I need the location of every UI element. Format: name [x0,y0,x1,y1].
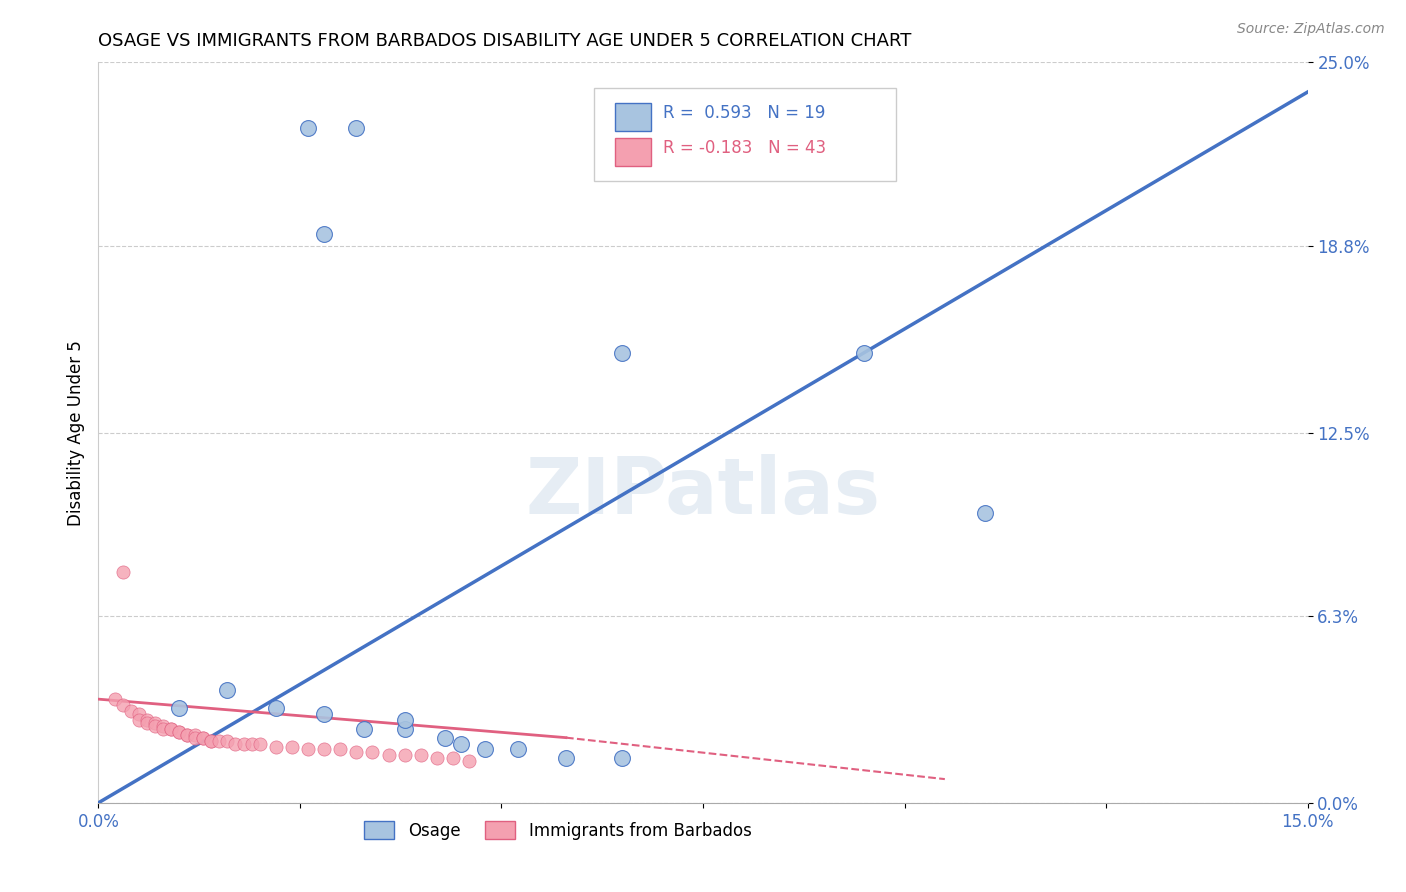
Point [103,692,125,706]
Point [111,565,134,579]
Point [474,742,496,756]
Point [193,731,215,745]
Point [240,737,263,751]
Point [344,746,367,760]
Y-axis label: Disability Age Under 5: Disability Age Under 5 [66,340,84,525]
Point [217,683,239,698]
Point [249,737,271,751]
Text: R =  0.593   N = 19: R = 0.593 N = 19 [664,103,825,122]
Point [281,739,304,754]
Point [232,737,254,751]
Point [200,733,222,747]
Point [314,706,336,721]
Point [450,737,472,751]
Point [612,751,634,765]
Point [361,746,384,760]
Point [167,701,190,715]
Point [394,748,416,763]
Point [441,751,464,765]
Point [176,728,198,742]
Text: OSAGE VS IMMIGRANTS FROM BARBADOS DISABILITY AGE UNDER 5 CORRELATION CHART: OSAGE VS IMMIGRANTS FROM BARBADOS DISABI… [98,32,912,50]
Point [128,713,150,727]
Text: Source: ZipAtlas.com: Source: ZipAtlas.com [1237,22,1385,37]
Point [143,719,166,733]
FancyBboxPatch shape [614,138,651,166]
Point [264,739,287,754]
Point [128,706,150,721]
Text: R = -0.183   N = 43: R = -0.183 N = 43 [664,138,827,157]
Point [974,506,997,520]
Point [160,722,183,736]
Text: ZIPatlas: ZIPatlas [526,454,880,530]
Point [853,345,876,359]
Point [264,701,287,715]
Point [612,345,634,359]
Point [458,755,481,769]
Point [297,742,319,756]
Point [409,748,432,763]
Point [193,731,215,745]
Point [120,704,142,718]
Point [314,227,336,242]
Point [555,751,578,765]
Point [297,120,319,135]
Point [314,742,336,756]
Point [329,742,352,756]
Point [135,713,157,727]
Point [111,698,134,712]
Point [152,719,174,733]
Point [377,748,399,763]
Point [344,120,367,135]
FancyBboxPatch shape [614,103,651,131]
Point [160,722,183,736]
Point [184,728,207,742]
Point [353,722,375,736]
Point [184,731,207,745]
Point [208,733,231,747]
Point [200,733,222,747]
Point [506,742,529,756]
Point [176,728,198,742]
Point [143,715,166,730]
Point [217,733,239,747]
Point [394,713,416,727]
Point [167,724,190,739]
Point [135,715,157,730]
Point [152,722,174,736]
FancyBboxPatch shape [595,88,897,181]
Legend: Osage, Immigrants from Barbados: Osage, Immigrants from Barbados [357,814,758,847]
Point [434,731,457,745]
Point [167,724,190,739]
Point [224,737,246,751]
Point [426,751,449,765]
Point [394,722,416,736]
